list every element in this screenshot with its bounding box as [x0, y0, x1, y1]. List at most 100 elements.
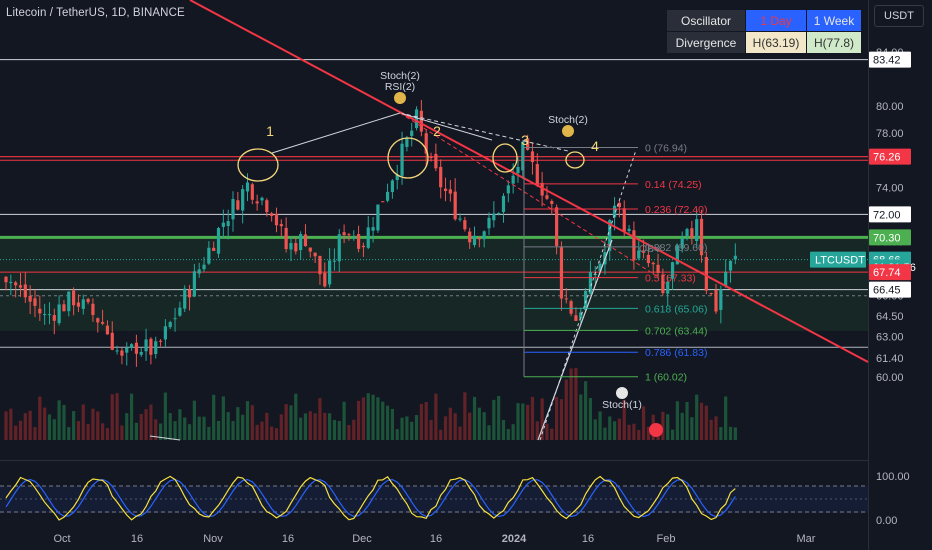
candle-body [52, 315, 56, 321]
volume-bar [81, 404, 85, 440]
candle-body [419, 110, 423, 132]
volume-bar [487, 425, 491, 440]
volume-bar [371, 394, 375, 440]
volume-bar [187, 424, 192, 440]
volume-bar [448, 407, 452, 440]
divergence-week-value: H(77.8) [806, 31, 862, 54]
candle-body [545, 195, 549, 199]
candle-body [110, 332, 114, 350]
candle-body [376, 204, 380, 231]
volume-bar [574, 367, 578, 440]
volume-bar [637, 429, 641, 440]
volume-bar [419, 403, 423, 440]
candle-body [530, 151, 535, 163]
candle-body [675, 245, 679, 265]
candle-body [284, 227, 288, 250]
candle-body [555, 207, 559, 246]
candle-body [521, 141, 525, 171]
signal-dot [562, 125, 574, 137]
candle-body [33, 298, 37, 306]
volume-bar [410, 421, 414, 440]
volume-bar [245, 401, 250, 440]
price-tag: 66.45 [873, 285, 901, 297]
volume-bar [18, 420, 23, 440]
candle-body [28, 295, 32, 302]
candle-body [559, 247, 564, 299]
candle-body [192, 271, 196, 297]
rsi-label: RSI(2) [385, 81, 415, 93]
candle-body [680, 237, 684, 249]
candle-body [443, 188, 448, 192]
candle-body [47, 314, 52, 316]
candle-body [120, 350, 124, 356]
price-tick: 63.00 [876, 331, 904, 343]
candle-body [439, 166, 443, 188]
volume-bar [424, 401, 428, 440]
candle-body [38, 308, 42, 314]
candle-body [574, 315, 578, 321]
volume-bar [646, 426, 650, 440]
candle-body [183, 288, 187, 309]
candle-body [501, 195, 506, 213]
fib-label: 0.702 (63.44) [645, 325, 707, 337]
candle-body [245, 182, 250, 192]
volume-bar [57, 400, 61, 440]
time-tick: 16 [131, 533, 143, 545]
symbol-tag-bg [810, 251, 866, 268]
volume-bar [593, 419, 597, 440]
candle-body [492, 213, 496, 221]
candle-body [352, 237, 356, 239]
currency-button[interactable]: USDT [874, 5, 924, 27]
osc-tick: 100.00 [876, 471, 910, 483]
volume-bar [47, 414, 52, 440]
price-tag: 72.00 [873, 209, 901, 221]
oscillator-table: Oscillator 1 Day 1 Week Divergence H(63.… [666, 9, 862, 54]
volume-bar [579, 394, 583, 440]
fib-label: 0 (76.94) [645, 142, 687, 154]
divergence-label: Divergence [666, 31, 746, 54]
candle-body [207, 247, 211, 264]
candle-body [337, 234, 341, 262]
candle-body [67, 291, 71, 312]
candle-body [385, 191, 390, 201]
one-day-header: 1 Day [745, 9, 807, 32]
candle-body [125, 347, 129, 353]
volume-bar [38, 396, 42, 440]
candle-body [579, 312, 583, 318]
time-tick: Feb [657, 533, 676, 545]
volume-bar [294, 393, 298, 440]
volume-bar [270, 426, 274, 440]
volume-bar [356, 400, 361, 440]
volume-bar [661, 411, 665, 440]
high-label-1: 1 [266, 123, 274, 139]
volume-bar [134, 422, 139, 440]
candle-body [14, 282, 18, 286]
stochastic-pane: 100.00 0.00 [0, 471, 910, 527]
volume-bar [468, 412, 472, 440]
fib-label: 1 (60.02) [645, 372, 687, 384]
volume-bar [303, 413, 308, 440]
volume-bar [472, 396, 477, 440]
volume-bar [521, 403, 525, 440]
candle-body [405, 137, 409, 147]
volume-bar [284, 404, 288, 440]
volume-bar [9, 408, 13, 440]
volume-bar [192, 400, 196, 440]
volume-bar [101, 423, 105, 440]
candle-body [709, 293, 713, 295]
volume-bar [608, 416, 612, 440]
candle-body [144, 339, 148, 352]
fib-label: 0.236 (72.40) [645, 204, 707, 216]
candle-body [212, 247, 216, 251]
volume-bar [685, 401, 689, 440]
price-tick: 80.00 [876, 101, 904, 113]
volume-bar [115, 393, 119, 440]
candle-body [400, 143, 404, 176]
candle-body [318, 255, 322, 275]
candle-body [550, 201, 554, 204]
volume-bar [332, 419, 337, 440]
candle-body [588, 271, 593, 294]
candle-body [414, 109, 419, 129]
candle-body [308, 247, 312, 252]
